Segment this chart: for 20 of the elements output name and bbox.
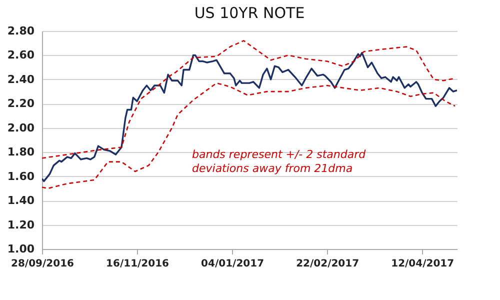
x-tick-label: 22/02/2017 — [296, 258, 360, 270]
x-tick-label: 16/11/2016 — [106, 258, 170, 270]
y-tick-label: 2.00 — [7, 121, 35, 134]
line-series — [42, 40, 456, 159]
line-series — [42, 52, 457, 182]
y-tick-label: 2.40 — [7, 72, 35, 86]
y-tick-label: 1.80 — [7, 146, 35, 159]
x-tick-label: 04/01/2017 — [201, 258, 264, 270]
y-tick-label: 2.60 — [7, 48, 35, 62]
y-tick-label: 1.40 — [7, 194, 35, 208]
y-tick-label: 2.20 — [7, 97, 35, 110]
chart-title: US 10YR NOTE — [194, 4, 305, 22]
y-tick-label: 1.00 — [7, 242, 35, 256]
y-tick-label: 1.20 — [7, 218, 35, 232]
x-tick-label: 12/04/2017 — [391, 258, 454, 270]
annotation: bands represent +/- 2 standard deviations away from 21dma — [192, 148, 367, 175]
y-tick-label: 1.60 — [7, 170, 35, 183]
y-tick-label: 2.80 — [7, 24, 35, 38]
line-series — [42, 82, 456, 190]
x-tick-label: 28/09/2016 — [11, 258, 74, 270]
